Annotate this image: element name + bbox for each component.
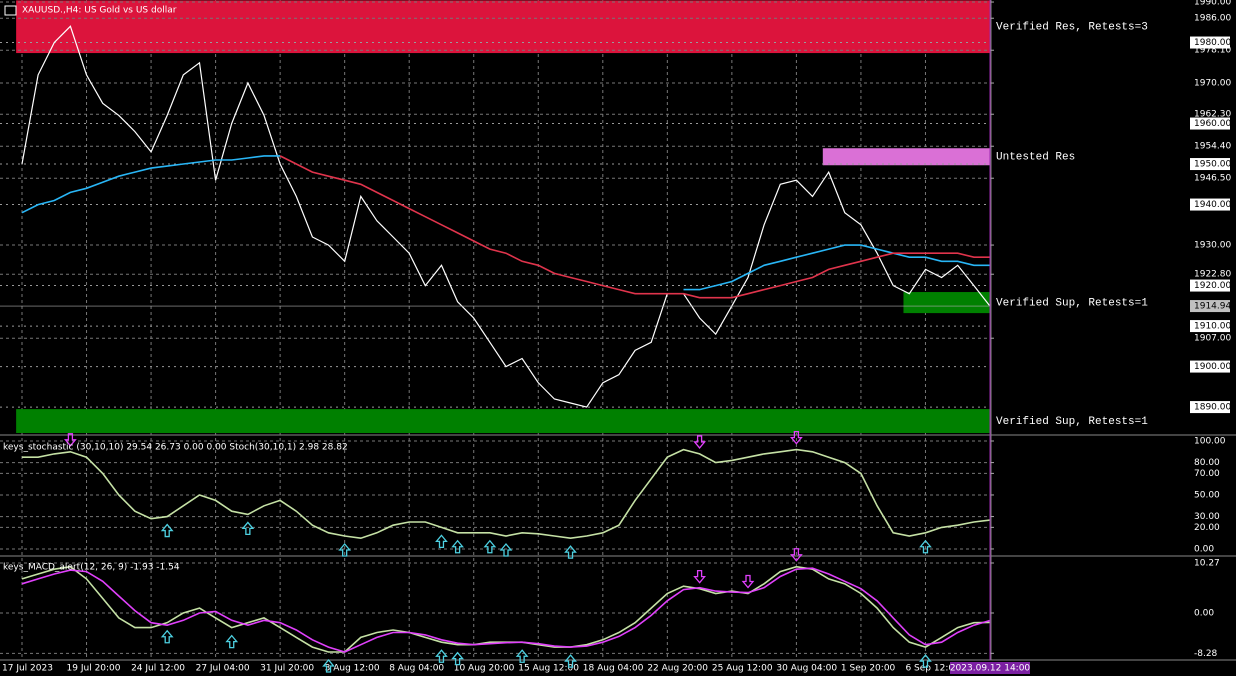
buy-signal-arrow: [451, 539, 464, 554]
buy-signal-arrow: [338, 542, 352, 557]
x-tick-label: 24 Jul 12:00: [131, 664, 185, 674]
buy-signal-arrow: [435, 649, 448, 663]
x-tick-label: 2023.09.12 14:00: [950, 664, 1031, 674]
zone: [16, 409, 990, 433]
y-tick-label: 70.00: [1194, 469, 1220, 479]
level-box: [1190, 158, 1230, 171]
level-box: [1190, 117, 1230, 130]
series-line: [22, 448, 991, 540]
y-tick-label: 1990.00: [1194, 0, 1231, 8]
buy-signal-arrow: [483, 539, 497, 554]
level-label: 1900.00: [1194, 362, 1231, 372]
x-tick-label: 18 Aug 04:00: [583, 664, 644, 674]
x-tick-label: 27 Jul 04:00: [196, 664, 250, 674]
level-box: [1190, 36, 1230, 49]
buy-signal-arrow: [225, 634, 239, 649]
series-line: [279, 155, 990, 299]
y-tick-label: 20.00: [1194, 523, 1220, 533]
zone-label: Untested Res: [996, 152, 1075, 164]
zone-label: Verified Sup, Retests=1: [996, 416, 1148, 428]
series-line: [21, 567, 991, 653]
y-tick-label: 1946.50: [1194, 174, 1231, 184]
y-tick-label: 1922.80: [1194, 270, 1231, 280]
buy-signal-arrow: [451, 651, 464, 666]
sell-signal-arrow: [693, 435, 706, 449]
y-tick-label: 100.00: [1194, 436, 1226, 446]
y-tick-label: -8.28: [1194, 649, 1218, 659]
level-label: 1920.00: [1194, 281, 1231, 291]
panel-title: XAUUSD.,H4: US Gold vs US dollar: [22, 6, 177, 16]
level-label: 1890.00: [1194, 403, 1231, 413]
y-tick-label: 50.00: [1194, 490, 1220, 500]
x-tick-label: 19 Jul 20:00: [67, 664, 121, 674]
buy-signal-arrow: [322, 658, 335, 673]
x-tick-label: 25 Aug 12:00: [712, 664, 773, 674]
buy-signal-arrow: [241, 521, 255, 536]
y-tick-label: 1930.00: [1194, 241, 1231, 251]
y-tick-label: 1978.10: [1194, 46, 1231, 56]
buy-signal-arrow: [499, 542, 513, 557]
buy-signal-arrow: [160, 523, 174, 538]
x-tick-label: 15 Aug 12:00: [518, 664, 579, 674]
x-tick-label: 30 Aug 04:00: [776, 664, 837, 674]
zone: [16, 0, 990, 54]
zone-label: Verified Sup, Retests=1: [996, 297, 1148, 309]
buy-signal-arrow: [435, 534, 448, 549]
x-tick-label: 8 Aug 04:00: [389, 664, 444, 674]
buy-signal-arrow: [564, 654, 577, 668]
y-tick-label: 1962.30: [1194, 110, 1231, 120]
y-tick-label: 30.00: [1194, 512, 1220, 522]
x-tick-label: 22 Aug 20:00: [647, 664, 708, 674]
level-box: [1190, 198, 1230, 211]
chart-icon: [4, 5, 17, 16]
x-tick-label: 1 Sep 20:00: [841, 664, 896, 674]
level-label: 1950.00: [1194, 160, 1231, 170]
series-line: [21, 25, 991, 408]
level-label: 1940.00: [1194, 200, 1231, 210]
sell-signal-arrow: [741, 574, 755, 589]
last-price-label: 1914.94: [1194, 302, 1231, 312]
y-tick-label: 80.00: [1194, 458, 1220, 468]
buy-signal-arrow: [919, 539, 932, 554]
panel-title: keys_MACD_alert(12, 26, 9) -1.93 -1.54: [3, 563, 180, 573]
y-tick-label: 1986.00: [1194, 14, 1231, 24]
cursor-time-box: [950, 662, 1030, 674]
level-box: [1190, 320, 1230, 333]
buy-signal-arrow: [919, 654, 932, 668]
panel-title: keys_stochastic (30,10,10) 29.54 26.73 0…: [3, 443, 348, 453]
level-box: [1190, 360, 1230, 373]
buy-signal-arrow: [160, 629, 174, 644]
sell-signal-arrow: [790, 548, 803, 562]
level-label: 1960.00: [1194, 119, 1231, 129]
zone: [822, 148, 990, 166]
level-box: [1190, 401, 1230, 414]
y-tick-label: 10.27: [1194, 558, 1220, 568]
sell-signal-arrow: [790, 430, 803, 445]
level-label: 1910.00: [1194, 322, 1231, 332]
y-tick-label: 0.00: [1194, 544, 1214, 554]
buy-signal-arrow: [515, 649, 529, 663]
level-label: 1980.00: [1194, 38, 1231, 48]
x-tick-label: 31 Jul 20:00: [260, 664, 314, 674]
sell-signal-arrow: [64, 433, 77, 447]
level-box: [1190, 279, 1230, 292]
x-tick-label: 10 Aug 20:00: [454, 664, 515, 674]
zone: [903, 292, 990, 314]
x-tick-label: 6 Sep 12:00: [905, 664, 960, 674]
y-tick-label: 1907.00: [1194, 334, 1231, 344]
y-tick-label: 1954.40: [1194, 142, 1231, 152]
sell-signal-arrow: [693, 570, 706, 584]
buy-signal-arrow: [564, 545, 577, 559]
x-tick-label: 3 Aug 12:00: [325, 664, 380, 674]
y-tick-label: 1970.00: [1194, 79, 1231, 89]
series-line: [21, 155, 990, 291]
x-tick-label: 17 Jul 2023: [2, 664, 53, 674]
zone-label: Verified Res, Retests=3: [996, 22, 1148, 34]
y-tick-label: 0.00: [1194, 609, 1214, 619]
last-price-box: [1190, 300, 1230, 313]
